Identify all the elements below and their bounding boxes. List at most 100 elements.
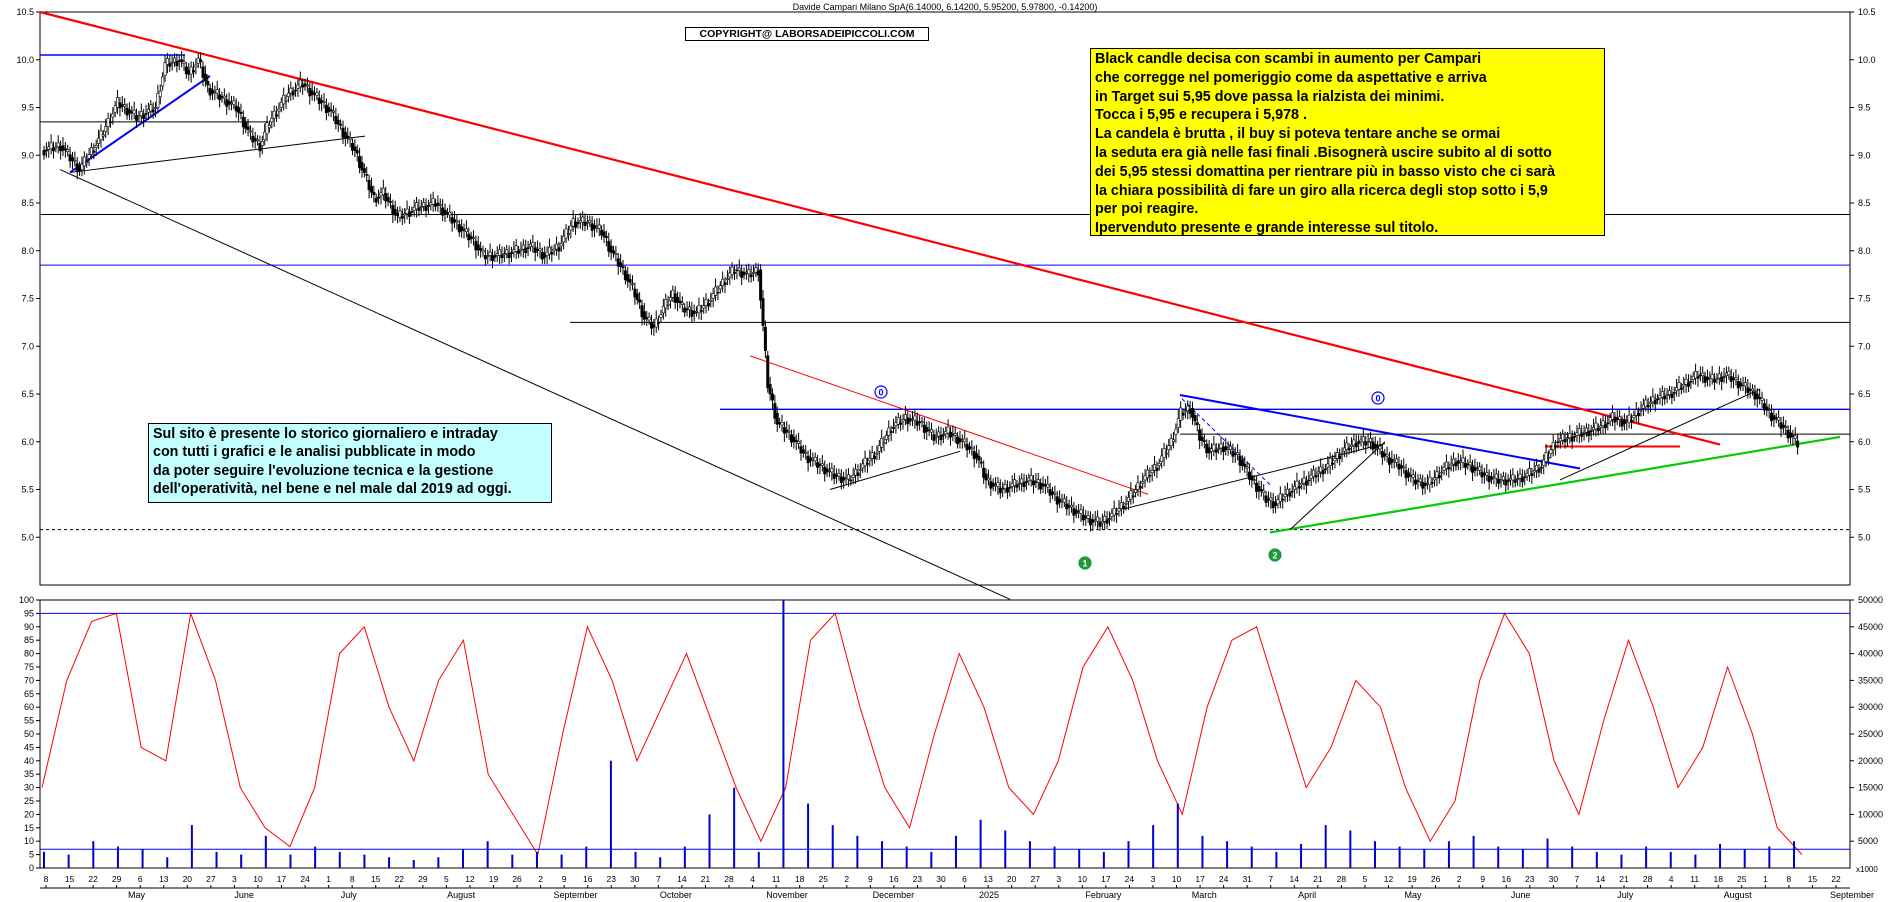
candle-body (431, 198, 435, 205)
candle-body (1205, 443, 1209, 454)
price-tick-label: 5.0 (21, 532, 34, 542)
candle-body (1487, 475, 1491, 483)
candle-body (239, 111, 243, 114)
candle-body (161, 76, 165, 87)
candle-body (1060, 500, 1064, 502)
candle-body (438, 204, 442, 206)
marker-two-circle (1268, 548, 1282, 562)
candle-body (915, 420, 919, 426)
candle-body (334, 115, 338, 124)
candle-body (659, 314, 663, 318)
candle-body (87, 154, 91, 159)
candle-body (991, 482, 995, 487)
candle-body (144, 113, 148, 115)
x-day-label: 3 (1151, 874, 1156, 884)
candle-body (1587, 431, 1591, 437)
candle-body (1153, 464, 1157, 471)
candle-body (1558, 438, 1562, 442)
candle-body (1079, 509, 1083, 514)
candle-body (1615, 418, 1619, 420)
candle-body (1081, 514, 1085, 521)
candle-body (1672, 392, 1676, 394)
x-day-label: 16 (889, 874, 899, 884)
x-day-label: 5 (1363, 874, 1368, 884)
red-resistance-trendline (39, 10, 1721, 446)
candle-body (1368, 438, 1372, 443)
candle-body (666, 304, 670, 306)
candle-body (941, 434, 945, 436)
candle-body (723, 282, 727, 285)
candle-body (70, 157, 74, 161)
x-day-label: 30 (936, 874, 946, 884)
candle-body (362, 168, 366, 173)
candle-body (1271, 501, 1275, 509)
x-day-label: 11 (772, 874, 781, 884)
x-day-label: 30 (1549, 874, 1559, 884)
candle-body (1347, 447, 1351, 451)
candle-body (680, 302, 684, 305)
candle-body (581, 216, 585, 223)
candle-body (1606, 422, 1610, 424)
candle-body (82, 156, 86, 167)
candle-body (104, 126, 108, 132)
candle-body (339, 123, 343, 126)
candle-body (203, 73, 207, 82)
candle-body (220, 96, 224, 99)
x-day-label: 27 (206, 874, 216, 884)
x-day-label: 22 (1831, 874, 1841, 884)
candle-body (296, 84, 300, 89)
candle-body (868, 458, 872, 462)
candle-body (801, 449, 805, 454)
candle-body (158, 90, 162, 98)
candle-body (1793, 435, 1797, 439)
candle-body (139, 110, 143, 117)
price-tick-label: 7.0 (21, 341, 34, 351)
candle-body (305, 84, 309, 87)
candle-body (1739, 382, 1743, 387)
candle-body (1796, 440, 1800, 448)
candle-body (1660, 390, 1664, 398)
candle-body (1425, 482, 1429, 485)
candle-body (1233, 452, 1237, 455)
candle-body (960, 439, 964, 442)
candle-body (678, 300, 682, 304)
candle-body (1331, 462, 1335, 465)
candle-body (320, 100, 324, 104)
candle-body (623, 270, 627, 281)
candle-body (189, 66, 193, 75)
candle-body (844, 477, 848, 479)
candle-body (391, 205, 395, 215)
candle-body (1293, 485, 1297, 490)
candle-body (1791, 435, 1795, 437)
candle-body (1024, 481, 1028, 483)
candle-body (671, 289, 675, 298)
candle-body (519, 248, 523, 251)
candle-body (1480, 471, 1484, 478)
candle-body (424, 205, 428, 211)
candle-body (1392, 460, 1396, 463)
candle-body (1214, 449, 1218, 453)
candle-body (1077, 511, 1081, 513)
candle-body (1278, 493, 1282, 502)
candle-body (1653, 400, 1657, 405)
candle-body (604, 236, 608, 239)
candle-body (1188, 409, 1192, 414)
x-day-label: 15 (371, 874, 381, 884)
candle-body (846, 474, 850, 480)
candle-body (59, 145, 63, 152)
candle-body (360, 162, 364, 171)
candle-body (754, 267, 758, 273)
candle-body (1397, 463, 1401, 470)
candle-body (291, 91, 295, 96)
candle-body (1103, 516, 1107, 522)
candle-body (448, 211, 452, 216)
candle-body (210, 89, 214, 94)
candle-body (1532, 470, 1536, 473)
candle-body (695, 310, 699, 313)
candle-body (616, 258, 620, 267)
candle-body (75, 163, 79, 173)
candle-body (1010, 483, 1014, 487)
candle-body (543, 253, 547, 258)
candle-body (495, 253, 499, 256)
candle-body (837, 473, 841, 477)
